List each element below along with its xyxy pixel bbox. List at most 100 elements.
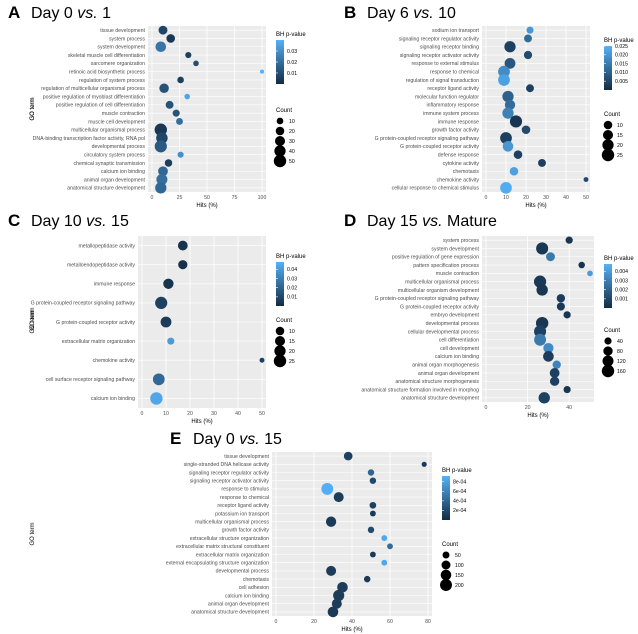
go-term-label: G protein-coupled receptor activity: [56, 320, 135, 326]
panel-letter: E: [170, 429, 181, 448]
go-term-label: animal organ development: [84, 177, 146, 183]
data-point: [337, 582, 348, 593]
x-tick-label: 30: [211, 411, 217, 417]
go-term-label: extracellular matrix organization: [62, 339, 135, 345]
color-bar-label: 2e-04: [453, 508, 466, 514]
data-point: [504, 57, 516, 69]
go-term-label: growth factor activity: [222, 528, 270, 534]
go-term-label: positive regulation of gene expression: [392, 255, 479, 261]
panel-letter: A: [8, 3, 20, 22]
go-term-label: cell adhesion: [239, 585, 269, 591]
go-term-label: G protein-coupled receptor activity: [400, 304, 479, 310]
data-point: [538, 392, 550, 404]
panel-c: C Day 10 vs. 15 metallopeptidase activity m…: [8, 211, 306, 425]
data-point: [152, 373, 165, 386]
color-bar-label: 0.020: [615, 53, 628, 59]
go-term-label: potassium ion transport: [215, 511, 269, 517]
data-point: [333, 492, 344, 503]
data-point: [534, 333, 547, 346]
data-point: [367, 469, 375, 476]
panel-title: Day 0 vs. 15: [193, 431, 282, 448]
data-point: [177, 240, 188, 251]
go-term-label: single-stranded DNA helicase activity: [184, 462, 270, 468]
data-point: [421, 461, 427, 467]
go-term-label: cell surface receptor signaling pathway: [46, 377, 136, 383]
plot-background: [482, 26, 590, 192]
data-point: [177, 76, 184, 84]
size-legend-label: 20: [289, 349, 295, 355]
go-term-label: multicellular organismal process: [71, 128, 145, 134]
data-point: [158, 25, 168, 35]
x-tick-label: 25: [177, 195, 183, 201]
x-axis-label: Hits (%): [525, 203, 546, 209]
go-term-label: anatomical structure formation involved …: [361, 387, 479, 393]
y-axis-label: GO term: [30, 522, 36, 545]
size-legend-dot: [602, 355, 614, 367]
go-term-label: regulation of multicellular organismal p…: [41, 86, 145, 92]
go-term-label: muscle contraction: [436, 271, 479, 277]
panel-letter: D: [344, 211, 356, 230]
data-point: [343, 451, 353, 461]
panel-d: D Day 15 vs. Mature system process system d…: [30, 211, 634, 419]
color-bar-label: 0.025: [615, 44, 628, 50]
x-tick-label: 50: [204, 195, 210, 201]
size-legend-label: 80: [617, 349, 623, 355]
data-point: [556, 294, 566, 303]
data-point: [502, 107, 514, 119]
color-bar: [276, 262, 284, 306]
x-tick-label: 20: [311, 619, 317, 625]
size-legend-label: 10: [289, 329, 295, 335]
data-point: [536, 284, 548, 296]
x-tick-label: 40: [349, 619, 355, 625]
size-legend-label: 15: [289, 339, 295, 345]
go-term-label: cellular developmental process: [408, 329, 480, 335]
x-tick-label: 20: [523, 195, 529, 201]
go-term-label: regulation of system process: [79, 78, 145, 84]
go-term-label: tissue development: [100, 28, 145, 34]
size-legend-label: 100: [455, 563, 464, 569]
size-legend-dot: [440, 579, 452, 591]
go-term-label: receptor ligand activity: [217, 503, 269, 509]
x-tick-label: 0: [275, 619, 278, 625]
x-tick-label: 30: [543, 195, 549, 201]
color-bar-label: 0.02: [287, 60, 297, 66]
color-legend-title: BH p-value: [276, 254, 306, 260]
go-term-label: animal organ development: [418, 371, 480, 377]
data-point: [381, 535, 388, 542]
data-point: [509, 115, 523, 128]
data-point: [321, 482, 334, 495]
color-legend-title: BH p-value: [442, 468, 472, 474]
size-legend-dot: [601, 364, 615, 378]
data-point: [155, 296, 168, 309]
data-point: [543, 342, 554, 354]
go-term-label: molecular function regulator: [415, 94, 479, 100]
x-tick-label: 50: [583, 195, 589, 201]
x-tick-label: 100: [258, 195, 267, 201]
data-point: [164, 159, 173, 167]
color-bar-label: 0.01: [287, 71, 297, 77]
color-bar-label: 0.010: [615, 70, 628, 76]
color-legend-title: BH p-value: [604, 256, 634, 262]
color-bar: [276, 40, 284, 84]
size-legend-dot: [275, 326, 285, 336]
go-term-label: signaling receptor regulator activity: [399, 36, 480, 42]
size-legend-dot: [603, 346, 613, 356]
panel-letter: C: [8, 211, 20, 230]
go-term-label: DNA-binding transcription factor activit…: [33, 136, 145, 142]
go-term-label: immune system process: [423, 111, 479, 117]
go-term-label: anatomical structure morphogenesis: [395, 379, 479, 385]
size-legend-dot: [273, 154, 287, 168]
x-tick-label: 10: [163, 411, 169, 417]
panel-title: Day 10 vs. 15: [31, 213, 129, 230]
go-term-label: inflammatory response: [427, 103, 480, 109]
color-bar-label: 8e-04: [453, 480, 466, 486]
x-axis-label: Hits (%): [527, 413, 548, 419]
go-term-label: anatomical structure development: [401, 396, 479, 402]
data-point: [549, 376, 560, 386]
data-point: [369, 477, 377, 484]
go-term-label: extracellular matrix organization: [196, 552, 269, 558]
x-tick-label: 0: [485, 195, 488, 201]
size-legend-label: 20: [289, 129, 295, 135]
go-term-label: defense response: [438, 152, 479, 158]
go-term-label: anatomical structure development: [67, 186, 145, 192]
